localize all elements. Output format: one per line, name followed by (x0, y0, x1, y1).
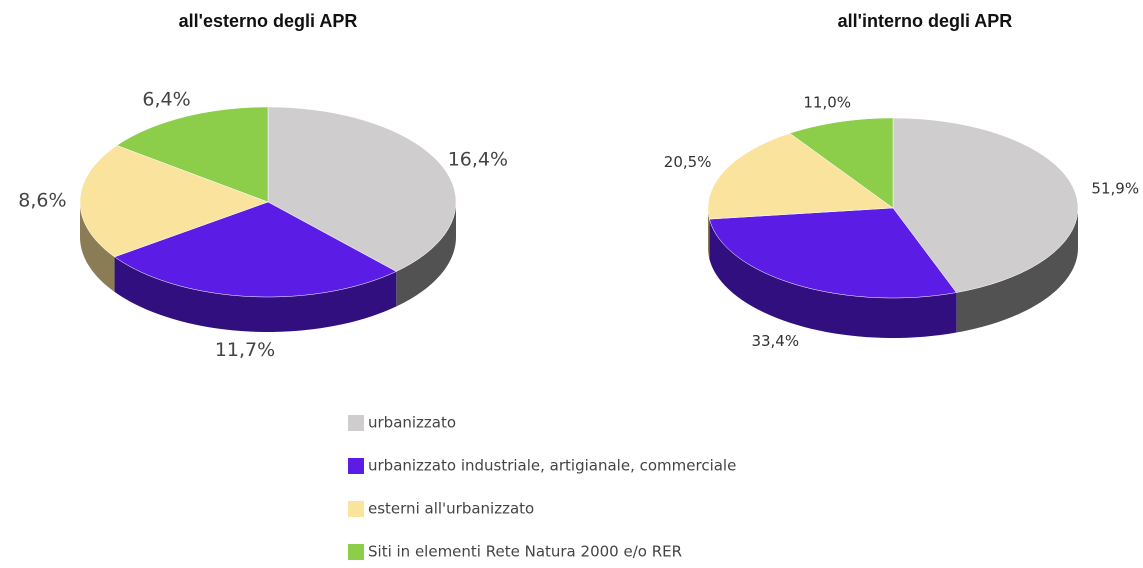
legend-swatch (348, 501, 364, 517)
slice-side (396, 202, 456, 307)
slice (267, 106, 457, 272)
slice (789, 117, 894, 209)
data-label: 51,9% (1091, 179, 1139, 197)
legend-label: urbanizzato industriale, artigianale, co… (368, 457, 736, 475)
data-label: 6,4% (142, 89, 190, 111)
data-label: 8,6% (18, 189, 66, 211)
slice (892, 117, 1079, 293)
slice-side (80, 202, 115, 292)
legend-label: esterni all'urbanizzato (368, 500, 534, 518)
slice-side (114, 256, 397, 332)
data-label: 11,7% (215, 339, 275, 361)
slice-side (956, 208, 1078, 333)
legend-swatch (348, 544, 364, 560)
legend-swatch (348, 415, 364, 431)
slice (709, 207, 957, 299)
chart-title: all'esterno degli APR (179, 11, 358, 31)
data-label: 33,4% (751, 332, 799, 350)
legend-label: Siti in elementi Rete Natura 2000 e/o RE… (368, 543, 682, 561)
slice-side (709, 219, 957, 338)
slice (116, 106, 269, 203)
slice-side (708, 208, 710, 260)
legend-label: urbanizzato (368, 414, 456, 432)
chart-title: all'interno degli APR (838, 11, 1013, 31)
slice (79, 145, 269, 258)
data-label: 20,5% (664, 153, 712, 171)
slice (707, 133, 894, 220)
data-label: 16,4% (448, 149, 508, 171)
legend-swatch (348, 458, 364, 474)
slice (114, 201, 397, 298)
data-label: 11,0% (803, 93, 851, 111)
